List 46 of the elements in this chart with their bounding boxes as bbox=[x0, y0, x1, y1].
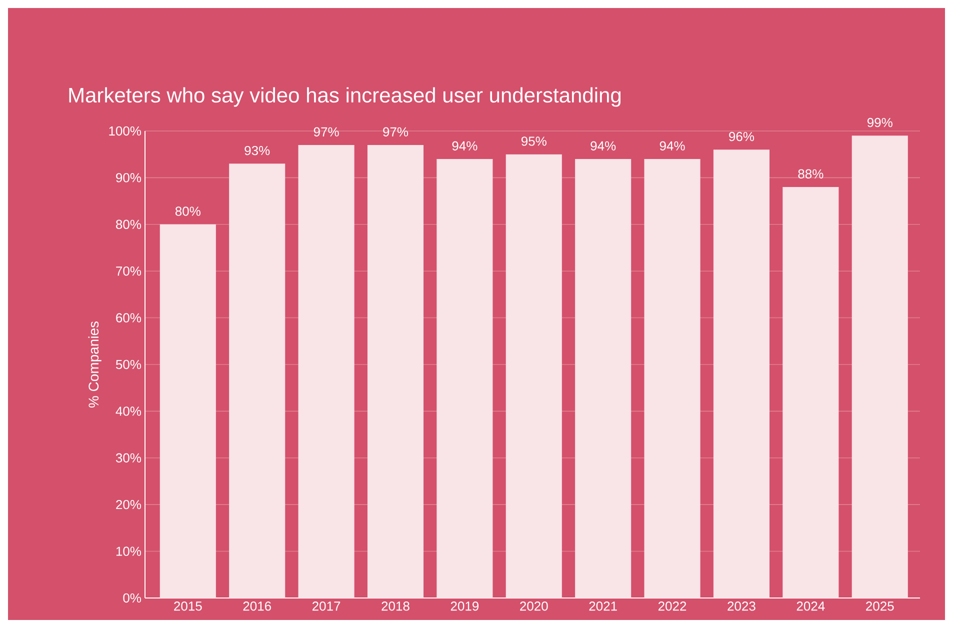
data-label: 97% bbox=[314, 127, 339, 136]
y-tick-label: 0% bbox=[123, 593, 142, 603]
data-label: 93% bbox=[244, 146, 270, 156]
x-tick-label: 2016 bbox=[243, 602, 271, 611]
y-tick-label: 40% bbox=[116, 406, 142, 416]
data-label: 95% bbox=[521, 136, 546, 146]
x-tick-label: 2020 bbox=[520, 602, 548, 611]
x-tick-label: 2025 bbox=[866, 602, 894, 611]
bar bbox=[298, 145, 354, 598]
y-axis-title: % Companies bbox=[88, 321, 102, 408]
x-tick-label: 2019 bbox=[450, 602, 479, 611]
chart-title: Marketers who say video has increased user understanding bbox=[69, 87, 621, 107]
x-tick-label: 2024 bbox=[796, 602, 825, 611]
data-label: 94% bbox=[590, 141, 616, 150]
data-label: 94% bbox=[660, 141, 685, 150]
bar bbox=[160, 224, 216, 598]
y-tick-label: 10% bbox=[116, 546, 142, 556]
y-tick-label: 50% bbox=[116, 360, 142, 370]
bar bbox=[575, 159, 632, 598]
bar bbox=[782, 187, 839, 598]
bar bbox=[852, 136, 908, 598]
bar bbox=[229, 164, 286, 598]
data-label: 97% bbox=[383, 127, 408, 136]
y-tick-label: 80% bbox=[116, 220, 142, 229]
data-label: 99% bbox=[867, 118, 892, 128]
x-tick-label: 2015 bbox=[174, 602, 202, 611]
x-tick-label: 2021 bbox=[589, 602, 617, 611]
x-tick-label: 2023 bbox=[728, 602, 756, 611]
y-tick-label: 20% bbox=[116, 500, 142, 510]
bar bbox=[644, 159, 700, 598]
x-tick-label: 2022 bbox=[658, 602, 686, 611]
y-tick-label: 30% bbox=[116, 453, 142, 462]
y-tick-label: 100% bbox=[109, 126, 142, 136]
y-tick-label: 70% bbox=[116, 266, 142, 276]
data-label: 88% bbox=[798, 169, 824, 178]
bar bbox=[713, 150, 770, 598]
bar bbox=[506, 154, 562, 598]
data-label: 80% bbox=[175, 206, 200, 216]
y-tick-label: 90% bbox=[116, 173, 142, 182]
y-tick-label: 60% bbox=[116, 313, 142, 322]
x-tick-label: 2018 bbox=[382, 602, 410, 611]
data-label: 96% bbox=[729, 132, 754, 142]
data-label: 94% bbox=[452, 141, 478, 150]
x-tick-label: 2017 bbox=[312, 602, 340, 611]
bar bbox=[436, 159, 493, 598]
bar bbox=[367, 145, 424, 598]
